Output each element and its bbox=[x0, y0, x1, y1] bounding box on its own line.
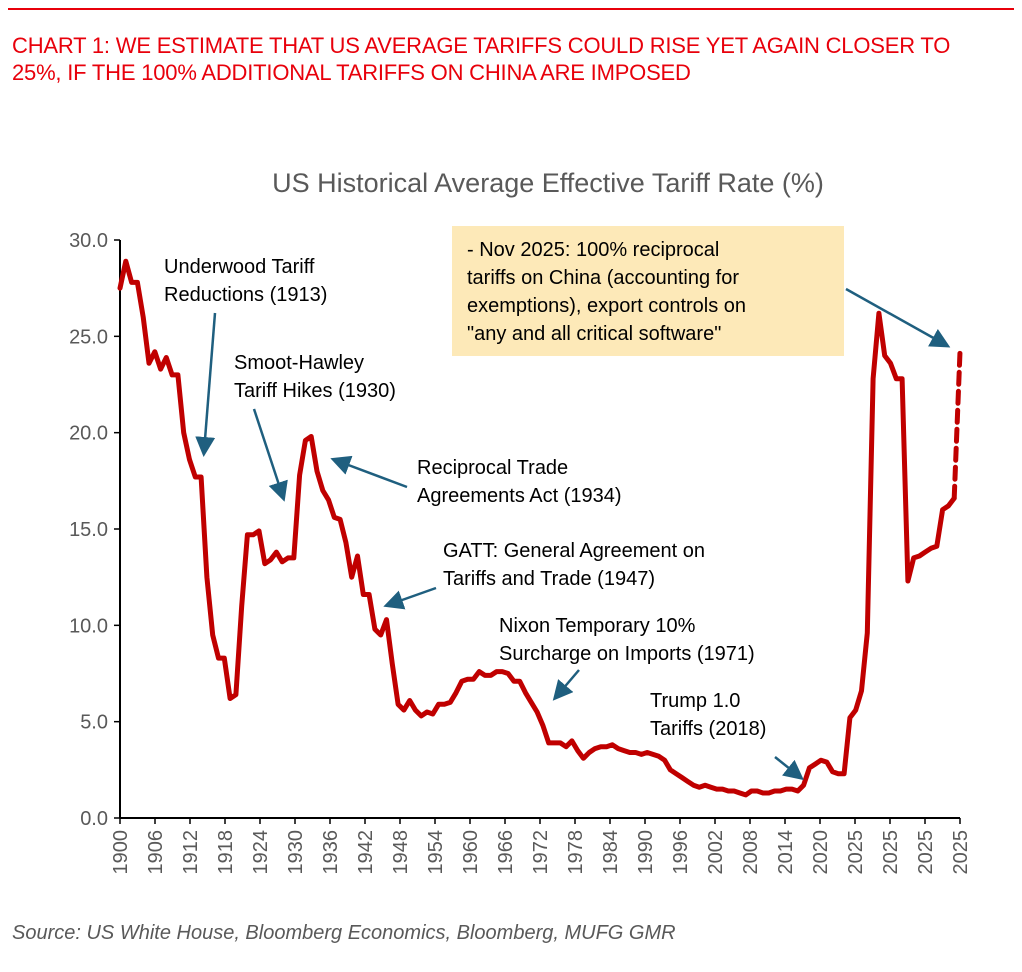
callout-text: - Nov 2025: 100% reciprocal bbox=[467, 239, 719, 261]
series-line-actual bbox=[117, 258, 957, 798]
callout-arrow bbox=[845, 287, 951, 348]
annotation-underwood-arrow bbox=[195, 312, 217, 457]
x-tick-label: 1984 bbox=[600, 830, 622, 875]
chart-title: US Historical Average Effective Tariff R… bbox=[272, 168, 824, 198]
y-tick-label: 20.0 bbox=[69, 423, 108, 445]
y-tick-label: 30.0 bbox=[69, 230, 108, 252]
annotation-nixon-label: Nixon Temporary 10% bbox=[499, 615, 696, 637]
annotation-rtaa-label: Agreements Act (1934) bbox=[417, 485, 622, 507]
annotation-gatt-arrow bbox=[383, 586, 437, 610]
x-tick-label: 1954 bbox=[425, 830, 447, 875]
top-rule bbox=[8, 8, 1014, 10]
callout-box bbox=[452, 226, 844, 356]
x-tick-label: 1948 bbox=[390, 830, 412, 875]
annotation-gatt-label: GATT: General Agreement on bbox=[443, 540, 705, 562]
annotation-smoot-label: Smoot-Hawley bbox=[234, 352, 364, 374]
x-tick-label: 2008 bbox=[740, 830, 762, 875]
x-tick-label: 1972 bbox=[530, 830, 552, 875]
x-tick-label: 1978 bbox=[565, 830, 587, 875]
x-tick-label: 2025 bbox=[915, 830, 937, 875]
y-tick-label: 10.0 bbox=[69, 615, 108, 637]
x-tick-label: 1960 bbox=[460, 830, 482, 875]
annotation-trump1-label: Tariffs (2018) bbox=[650, 718, 766, 740]
x-tick-label: 2025 bbox=[845, 830, 867, 875]
y-tick-label: 25.0 bbox=[69, 326, 108, 348]
y-tick-label: 5.0 bbox=[80, 712, 108, 734]
annotation-rtaa-arrow bbox=[330, 455, 408, 489]
annotation-smoot-arrow bbox=[252, 408, 288, 502]
x-tick-label: 1906 bbox=[145, 830, 167, 875]
x-tick-label: 2020 bbox=[810, 830, 832, 875]
x-tick-label: 2002 bbox=[705, 830, 727, 875]
annotation-trump1-label: Trump 1.0 bbox=[650, 690, 740, 712]
callout-text: "any and all critical software" bbox=[467, 323, 721, 345]
annotation-rtaa-label: Reciprocal Trade bbox=[417, 457, 568, 479]
x-tick-label: 1942 bbox=[355, 830, 377, 875]
annotation-nixon-label: Surcharge on Imports (1971) bbox=[499, 643, 755, 665]
callout-text: tariffs on China (accounting for bbox=[467, 267, 739, 289]
annotation-gatt-label: Tariffs and Trade (1947) bbox=[443, 568, 655, 590]
x-tick-label: 1996 bbox=[670, 830, 692, 875]
x-tick-label: 2014 bbox=[775, 830, 797, 875]
annotation-underwood-label: Reductions (1913) bbox=[164, 284, 327, 306]
x-tick-label: 1966 bbox=[495, 830, 517, 875]
x-tick-label: 1912 bbox=[180, 830, 202, 875]
x-tick-label: 1900 bbox=[110, 830, 132, 875]
annotation-underwood-label: Underwood Tariff bbox=[164, 256, 315, 278]
x-tick-label: 1930 bbox=[285, 830, 307, 875]
y-tick-label: 0.0 bbox=[80, 808, 108, 830]
annotation-trump1-arrow bbox=[774, 756, 804, 781]
annotation-smoot-label: Tariff Hikes (1930) bbox=[234, 380, 396, 402]
series-line-estimate bbox=[951, 349, 963, 501]
y-tick-label: 15.0 bbox=[69, 519, 108, 541]
x-tick-label: 2025 bbox=[880, 830, 902, 875]
x-tick-label: 1918 bbox=[215, 830, 237, 875]
chart-headline: CHART 1: WE ESTIMATE THAT US AVERAGE TAR… bbox=[12, 33, 951, 85]
source-note: Source: US White House, Bloomberg Econom… bbox=[12, 922, 676, 944]
x-tick-label: 1936 bbox=[320, 830, 342, 875]
callout-text: exemptions), export controls on bbox=[467, 295, 746, 317]
annotation-nixon-arrow bbox=[552, 669, 580, 701]
x-tick-label: 1924 bbox=[250, 830, 272, 875]
x-tick-label: 2025 bbox=[950, 830, 972, 875]
x-tick-label: 1990 bbox=[635, 830, 657, 875]
